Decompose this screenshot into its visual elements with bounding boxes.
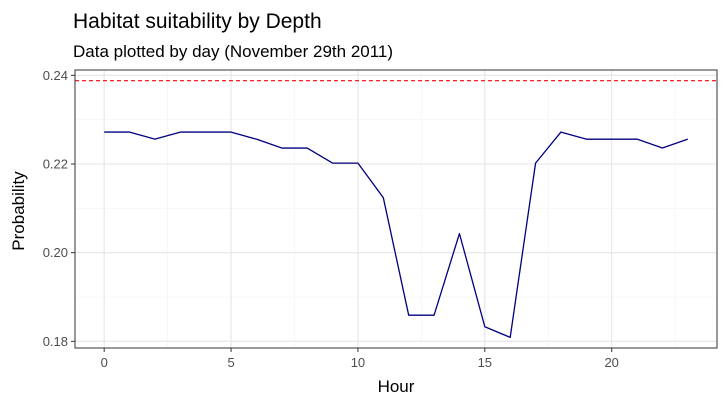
series-line [104, 131, 689, 339]
x-tick-label: 15 [478, 355, 492, 370]
minor-gridlines [75, 70, 717, 348]
plot-panel: 0 5 10 15 20 0.18 0.20 0.22 0.24 [43, 68, 718, 370]
y-tick-label: 0.22 [43, 156, 68, 171]
y-axis-title: Probability [9, 171, 28, 251]
y-tick-label: 0.20 [43, 245, 68, 260]
y-tick-label: 0.18 [43, 334, 68, 349]
panel-border [74, 69, 718, 349]
chart-title: Habitat suitability by Depth [73, 10, 322, 33]
chart-subtitle: Data plotted by day (November 29th 2011) [73, 42, 393, 61]
y-tick-label: 0.24 [43, 68, 68, 83]
series-group [104, 131, 689, 339]
x-tick-label: 5 [227, 355, 234, 370]
x-tick-label: 10 [351, 355, 365, 370]
x-axis-ticks: 0 5 10 15 20 [101, 348, 619, 370]
x-tick-label: 0 [101, 355, 108, 370]
x-tick-label: 20 [604, 355, 618, 370]
y-axis-ticks: 0.18 0.20 0.22 0.24 [43, 68, 75, 349]
x-axis-title: Hour [378, 377, 415, 396]
major-gridlines [75, 70, 717, 348]
